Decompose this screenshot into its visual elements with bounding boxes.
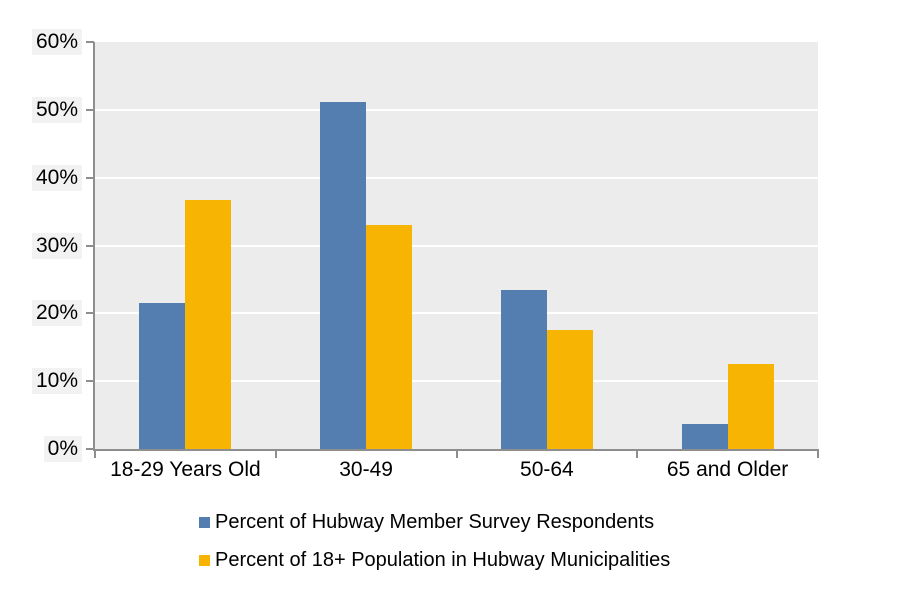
y-tick-label: 60%	[31, 28, 82, 56]
y-axis-line	[93, 42, 95, 451]
y-tick-mark	[86, 448, 94, 450]
y-tick-mark	[86, 312, 94, 315]
category-group	[457, 42, 638, 449]
bar	[185, 200, 232, 449]
y-tick-mark	[86, 380, 94, 383]
legend-item: Percent of Hubway Member Survey Responde…	[199, 510, 670, 535]
x-tick-mark	[274, 451, 277, 458]
category-group	[95, 42, 276, 449]
y-tick-label: 0%	[43, 435, 82, 463]
legend-swatch	[199, 555, 210, 566]
y-axis-labels: 0% 10% 20% 30% 40% 50% 60%	[0, 0, 82, 608]
y-tick-label: 10%	[31, 368, 82, 395]
x-category-label: 50-64	[520, 458, 574, 481]
category-group	[637, 42, 818, 449]
x-tick-mark	[636, 451, 639, 458]
category-group	[276, 42, 457, 449]
legend-label: Percent of Hubway Member Survey Responde…	[215, 511, 655, 533]
gridline	[95, 380, 818, 383]
y-tick-mark	[86, 176, 94, 179]
legend-swatch	[199, 517, 210, 528]
x-tick-mark	[455, 451, 458, 458]
gridline	[95, 108, 818, 111]
bar	[320, 101, 367, 449]
x-category-label: 65 and Older	[666, 458, 789, 481]
bar	[727, 363, 774, 449]
x-tick-mark	[94, 451, 96, 458]
bar	[139, 303, 186, 449]
y-tick-label: 40%	[31, 164, 82, 191]
plot-area	[95, 42, 818, 449]
y-tick-mark	[86, 108, 94, 111]
y-tick-label: 20%	[31, 300, 82, 327]
bar	[546, 329, 593, 449]
x-category-label: 30-49	[339, 458, 393, 481]
x-tick-mark	[817, 451, 819, 458]
y-tick-label: 30%	[31, 232, 82, 259]
legend-label: Percent of 18+ Population in Hubway Muni…	[215, 549, 671, 571]
chart-legend: Percent of Hubway Member Survey Responde…	[199, 510, 670, 573]
bar	[500, 289, 547, 449]
y-tick-label: 50%	[31, 96, 82, 123]
y-tick-mark	[86, 41, 94, 43]
y-tick-mark	[86, 244, 94, 247]
legend-item: Percent of 18+ Population in Hubway Muni…	[199, 548, 670, 573]
gridline	[95, 176, 818, 179]
bar	[366, 225, 413, 449]
x-category-label: 18-29 Years Old	[110, 458, 261, 481]
gridline	[95, 312, 818, 315]
x-axis-line	[93, 449, 819, 451]
gridline	[95, 244, 818, 247]
bar	[681, 423, 728, 449]
